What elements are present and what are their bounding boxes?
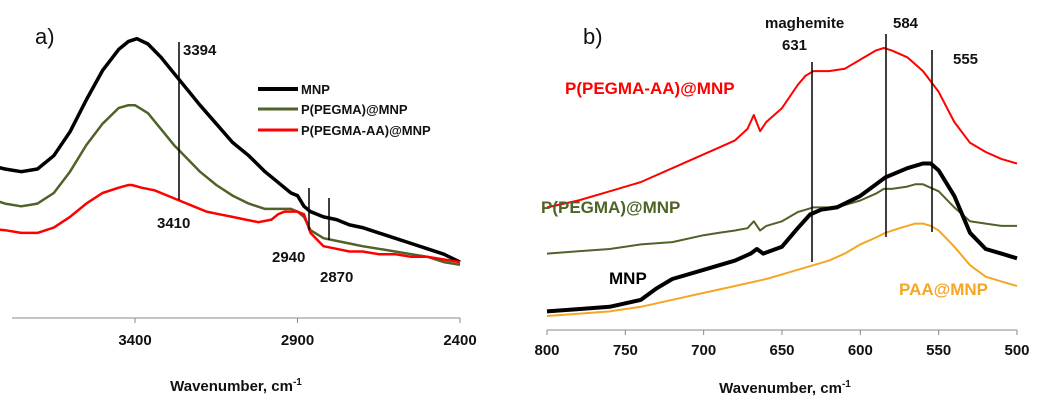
tick-label-b-600: 600 [848, 342, 873, 359]
panel-b-x-axis-label: Wavenumber, cm-1 [719, 379, 851, 397]
panel-b-label: b) [583, 24, 603, 49]
tick-label-b-500: 500 [1004, 342, 1029, 359]
annotation-555: 555 [953, 51, 978, 68]
tick-label-a-3400: 3400 [118, 332, 151, 349]
panel-a-label: a) [35, 24, 55, 49]
annotation-2870: 2870 [320, 269, 353, 286]
annotation-maghemite: maghemite [765, 15, 844, 32]
series-label-p-pegma-aa-mnp: P(PEGMA-AA)@MNP [565, 79, 735, 98]
annotation-3410: 3410 [157, 215, 190, 232]
panel-a-series [0, 36, 461, 267]
series-line-a-p-pegma-aa-mnp [0, 183, 461, 264]
panel-a-annotation-lines [178, 42, 330, 240]
tick-label-a-2400: 2400 [443, 332, 476, 349]
legend-label-p-pegma-mnp: P(PEGMA)@MNP [301, 102, 408, 117]
panel-b-ticks: 800 750 700 650 600 550 500 [534, 330, 1030, 359]
series-line-b-paa-mnp [546, 222, 1018, 317]
tick-label-b-700: 700 [691, 342, 716, 359]
series-line-b-mnp [546, 161, 1018, 314]
annotation-631: 631 [782, 37, 807, 54]
series-line-b-p-pegma-mnp [546, 183, 1017, 255]
tick-label-b-750: 750 [613, 342, 638, 359]
tick-label-b-800: 800 [534, 342, 559, 359]
annotation-584: 584 [893, 15, 919, 32]
series-label-p-pegma-mnp: P(PEGMA)@MNP [541, 198, 680, 217]
panel-b-series [546, 47, 1018, 317]
legend-label-mnp: MNP [301, 82, 330, 97]
panel-a-legend: MNP P(PEGMA)@MNP P(PEGMA-AA)@MNP [258, 82, 431, 138]
panel-a-x-axis-label: Wavenumber, cm-1 [170, 377, 302, 395]
series-line-a-p-pegma-mnp [0, 103, 461, 267]
annotation-3394: 3394 [183, 42, 217, 59]
panel-b-annotation-lines [811, 34, 933, 262]
series-line-b-p-pegma-aa-mnp [546, 47, 1018, 209]
panel-a-ticks: 3900340029002400 [118, 318, 477, 349]
series-label-paa-mnp: PAA@MNP [899, 280, 988, 299]
series-label-mnp: MNP [609, 269, 647, 288]
tick-label-b-550: 550 [926, 342, 951, 359]
tick-label-b-650: 650 [769, 342, 794, 359]
panel-b: b) 800 750 700 650 600 550 500 Wavenumber, cm-… [534, 15, 1029, 397]
panel-a: a) 3900340029002400 Wavenumber, cm-1 339… [0, 24, 477, 395]
legend-label-p-pegma-aa-mnp: P(PEGMA-AA)@MNP [301, 123, 431, 138]
series-line-a-mnp [0, 36, 461, 264]
tick-label-a-2900: 2900 [281, 332, 314, 349]
annotation-2940: 2940 [272, 249, 305, 266]
